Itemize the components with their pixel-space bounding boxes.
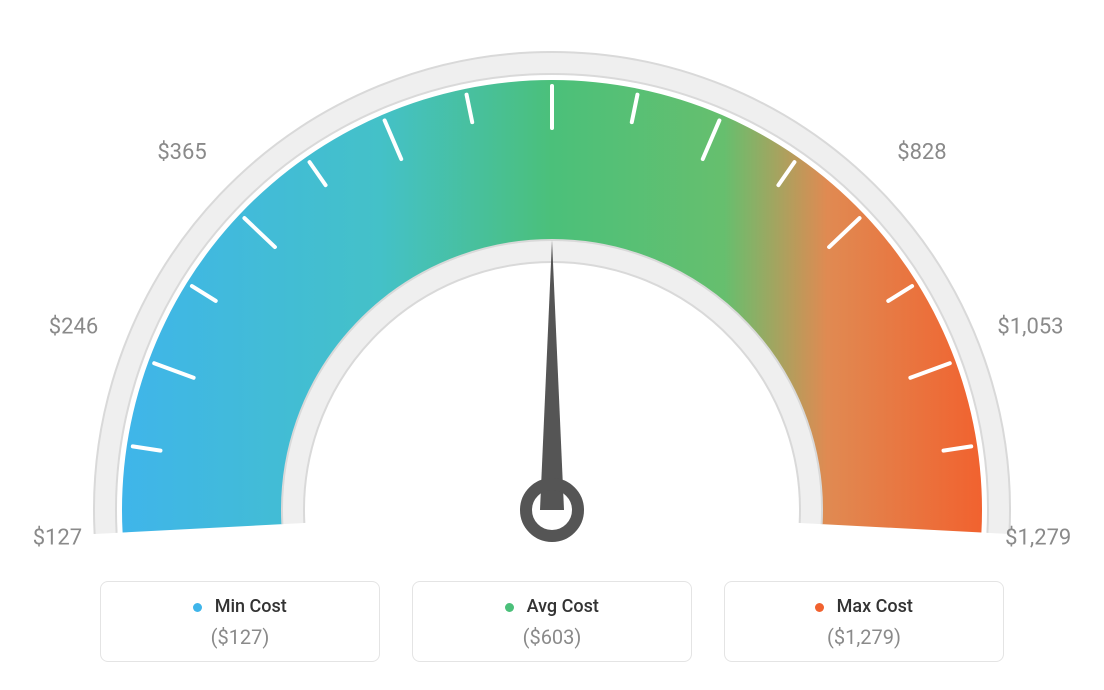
gauge-scale-label: $1,053 (997, 314, 1063, 339)
card-min-value: ($127) (111, 625, 369, 649)
card-max-title: Max Cost (735, 596, 993, 617)
card-avg-cost: Avg Cost ($603) (412, 581, 692, 662)
card-avg-title: Avg Cost (423, 596, 681, 617)
legend-row: Min Cost ($127) Avg Cost ($603) Max Cost… (0, 581, 1104, 662)
card-min-cost: Min Cost ($127) (100, 581, 380, 662)
dot-max (815, 603, 824, 612)
gauge-scale-label: $828 (897, 140, 946, 165)
dot-avg (505, 603, 514, 612)
gauge-svg: $127$246$365$603$828$1,053$1,279 (0, 0, 1104, 560)
dot-min (193, 603, 202, 612)
gauge-scale-label: $246 (49, 314, 98, 339)
card-max-cost: Max Cost ($1,279) (724, 581, 1004, 662)
gauge-scale-label: $1,279 (1005, 526, 1071, 551)
gauge-scale-label: $365 (157, 140, 206, 165)
card-min-label: Min Cost (215, 596, 287, 617)
gauge-area: $127$246$365$603$828$1,053$1,279 (0, 0, 1104, 560)
card-max-label: Max Cost (837, 596, 913, 617)
card-min-title: Min Cost (111, 596, 369, 617)
gauge-scale-label: $127 (33, 526, 82, 551)
card-avg-value: ($603) (423, 625, 681, 649)
gauge-needle (540, 240, 564, 510)
card-max-value: ($1,279) (735, 625, 993, 649)
card-avg-label: Avg Cost (527, 596, 599, 617)
cost-gauge-widget: $127$246$365$603$828$1,053$1,279 Min Cos… (0, 0, 1104, 690)
